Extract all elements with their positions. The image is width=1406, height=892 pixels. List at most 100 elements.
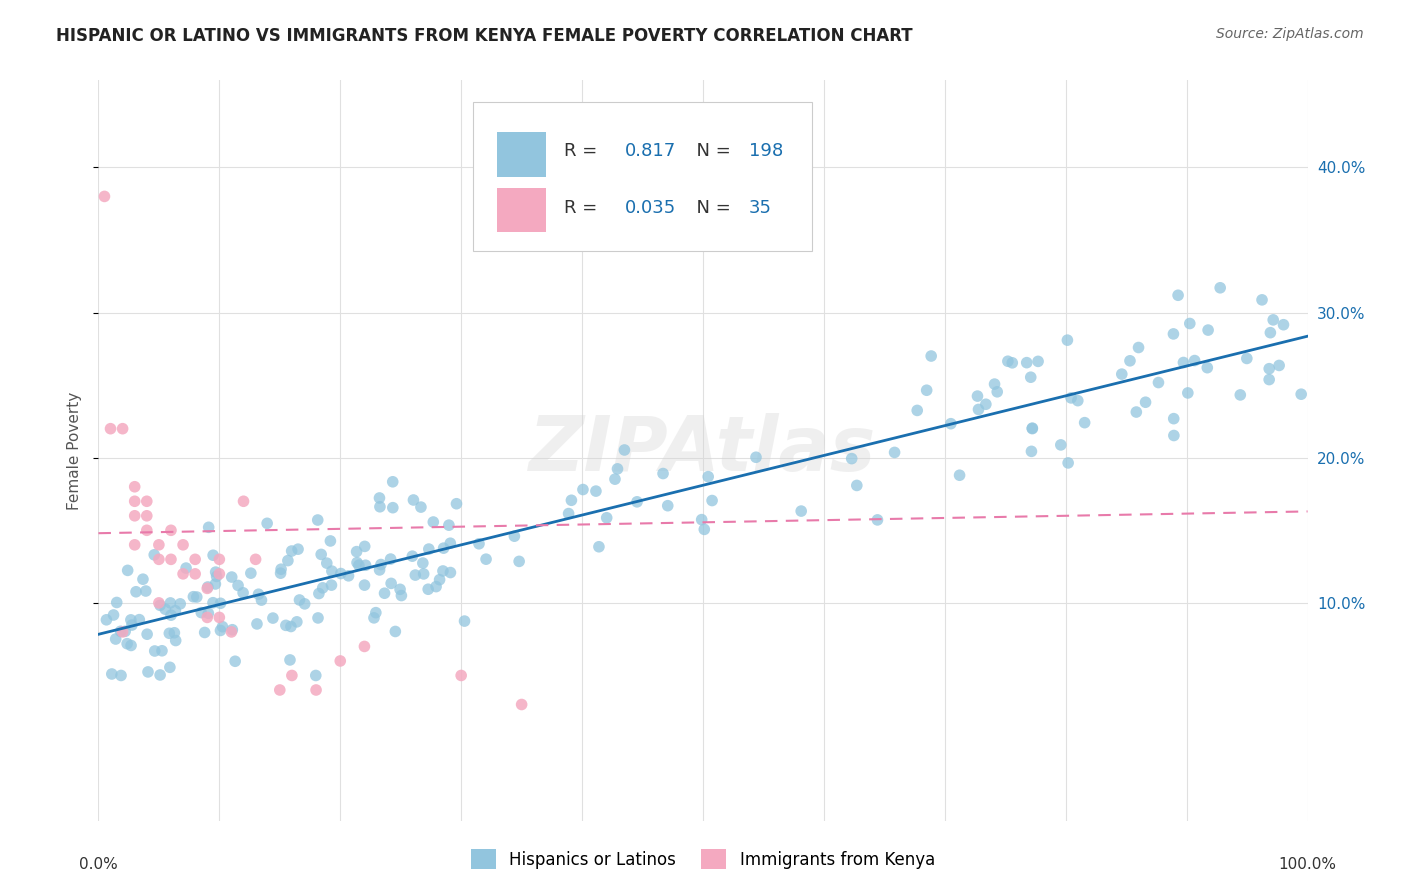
Point: [997, 354, 1019, 368]
Point: [503, 529, 526, 543]
Point: [202, 548, 225, 562]
Point: [111, 422, 134, 436]
Point: [380, 576, 402, 591]
Point: [124, 538, 146, 552]
Point: [905, 403, 928, 417]
Point: [915, 383, 938, 397]
Point: [657, 499, 679, 513]
Point: [845, 478, 868, 492]
Point: [425, 580, 447, 594]
Point: [384, 624, 406, 639]
Point: [429, 573, 451, 587]
Point: [305, 683, 328, 698]
Point: [105, 595, 128, 609]
Point: [195, 610, 218, 624]
Point: [186, 590, 208, 604]
Point: [939, 417, 962, 431]
Text: Source: ZipAtlas.com: Source: ZipAtlas.com: [1216, 27, 1364, 41]
Text: 35: 35: [749, 199, 772, 217]
Point: [270, 562, 292, 576]
Point: [128, 613, 150, 627]
Point: [1056, 333, 1078, 347]
Point: [232, 586, 254, 600]
Point: [285, 615, 308, 629]
Point: [211, 620, 233, 634]
Point: [288, 593, 311, 607]
Point: [114, 624, 136, 639]
Text: R =: R =: [564, 199, 603, 217]
Point: [148, 538, 170, 552]
Point: [1057, 456, 1080, 470]
Point: [446, 497, 468, 511]
Point: [1173, 355, 1195, 369]
Point: [1236, 351, 1258, 366]
Point: [165, 633, 187, 648]
Point: [364, 606, 387, 620]
Point: [197, 520, 219, 534]
Point: [439, 566, 461, 580]
Point: [120, 613, 142, 627]
Point: [1289, 387, 1312, 401]
Point: [1015, 356, 1038, 370]
Point: [159, 596, 181, 610]
Point: [174, 561, 197, 575]
Point: [172, 538, 194, 552]
Point: [172, 566, 194, 581]
Point: [111, 624, 134, 639]
Point: [163, 625, 186, 640]
Point: [1251, 293, 1274, 307]
Point: [321, 564, 343, 578]
Point: [221, 624, 243, 639]
Point: [132, 572, 155, 586]
Point: [278, 653, 301, 667]
Point: [588, 540, 610, 554]
Point: [560, 493, 582, 508]
Point: [1019, 370, 1042, 384]
Point: [418, 582, 440, 597]
Point: [280, 619, 302, 633]
Point: [1163, 326, 1185, 341]
Text: N =: N =: [685, 142, 737, 160]
Point: [209, 596, 232, 610]
Point: [353, 540, 375, 554]
Point: [165, 604, 187, 618]
Point: [603, 472, 626, 486]
Point: [232, 494, 254, 508]
Point: [262, 611, 284, 625]
Point: [1021, 421, 1043, 435]
Point: [353, 578, 375, 592]
Point: [368, 563, 391, 577]
Point: [1229, 388, 1251, 402]
Point: [169, 597, 191, 611]
Point: [1167, 288, 1189, 302]
Point: [136, 627, 159, 641]
Point: [920, 349, 942, 363]
Point: [1026, 354, 1049, 368]
Text: ZIPAtlas: ZIPAtlas: [529, 414, 877, 487]
Point: [1197, 360, 1219, 375]
Point: [1111, 367, 1133, 381]
Point: [329, 566, 352, 581]
Point: [983, 377, 1005, 392]
Point: [269, 683, 291, 698]
Point: [626, 495, 648, 509]
Point: [204, 565, 226, 579]
Point: [347, 558, 370, 573]
Point: [693, 522, 716, 536]
Point: [468, 537, 491, 551]
Point: [422, 515, 444, 529]
Point: [143, 548, 166, 562]
Point: [557, 507, 579, 521]
Point: [315, 556, 337, 570]
Point: [1147, 376, 1170, 390]
Point: [596, 510, 619, 524]
Point: [475, 552, 498, 566]
Point: [508, 554, 530, 568]
Point: [135, 524, 157, 538]
Point: [1163, 411, 1185, 425]
Point: [148, 596, 170, 610]
Point: [124, 508, 146, 523]
Point: [201, 596, 224, 610]
Point: [346, 544, 368, 558]
Point: [841, 451, 863, 466]
